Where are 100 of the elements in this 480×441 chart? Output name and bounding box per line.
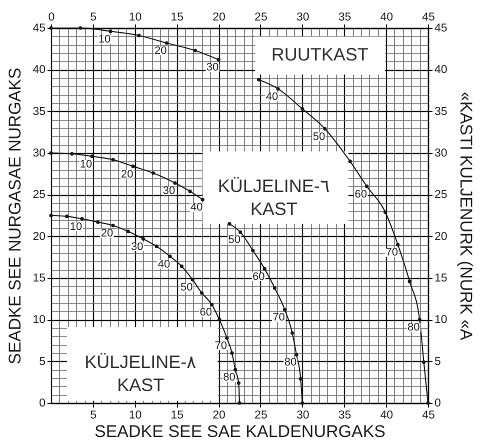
annotation: 40 [190, 202, 203, 214]
point [396, 242, 400, 246]
annotation: 60 [354, 188, 367, 200]
annotation: 60 [200, 306, 212, 319]
point [323, 127, 327, 131]
y-tick-label: 25 [32, 189, 46, 202]
annotation: 10 [70, 220, 82, 233]
point [70, 152, 74, 156]
point [190, 278, 194, 282]
point [188, 190, 192, 194]
point [236, 381, 240, 385]
annotation: 50 [312, 130, 326, 143]
point [422, 360, 426, 364]
y-tick-label: 15 [32, 272, 46, 284]
annotation: 80 [284, 356, 297, 369]
y-tick-label: 30 [32, 148, 46, 160]
point [96, 220, 100, 224]
y2-tick-label: 15 [434, 272, 448, 284]
annotation: 80 [223, 372, 236, 384]
point [408, 280, 412, 284]
y-tick-label: 5 [39, 356, 46, 368]
x-tick-label: 35 [338, 410, 352, 422]
x2-tick-label: 25 [254, 12, 268, 24]
point [216, 58, 220, 62]
y2-tick-label: 30 [434, 148, 448, 160]
series-label: RUUTKAST [271, 44, 368, 64]
point [78, 26, 82, 30]
y-tick-label: 0 [39, 398, 46, 410]
x2-tick-label: 35 [338, 12, 352, 24]
annotation: 70 [386, 246, 398, 259]
point [154, 244, 158, 248]
point [294, 352, 298, 356]
y2-axis-title: «KASTI KULJENURK (NURK «A [456, 92, 476, 341]
point [256, 78, 261, 82]
y2-tick-label: 10 [434, 314, 448, 326]
point [234, 368, 238, 372]
x-tick-label: 25 [254, 410, 268, 422]
x-tick-label: 20 [212, 410, 226, 422]
point [300, 401, 304, 405]
x-tick-label: 5 [90, 410, 97, 422]
x-axis-title: SEADKE SEE SAE KALDENURGAKS [94, 422, 386, 441]
x2-tick-label: 30 [296, 12, 310, 24]
y-tick-label: 40 [32, 64, 46, 76]
point [126, 230, 130, 234]
annotation: 30 [206, 62, 219, 74]
point [230, 351, 234, 355]
point [180, 264, 184, 268]
point [80, 217, 84, 221]
x-tick-label: 15 [170, 410, 184, 422]
annotation: 80 [407, 322, 420, 334]
y-axis-title: SEADKE SEE NURGASAE NURGAKS [6, 68, 25, 364]
y2-tick-label: 45 [434, 22, 448, 34]
point [141, 237, 145, 241]
point [228, 222, 232, 226]
y-tick-label: 35 [32, 106, 46, 118]
point [49, 214, 53, 218]
point [238, 230, 242, 234]
point [111, 158, 115, 162]
point [298, 377, 302, 381]
point [251, 248, 255, 252]
annotation: 10 [98, 33, 111, 46]
y2-tick-label: 35 [434, 106, 448, 118]
annotation: 40 [158, 258, 170, 270]
point [65, 214, 69, 218]
x-tick-label: 10 [128, 410, 142, 422]
point [200, 291, 204, 295]
x2-tick-label: 40 [380, 12, 394, 24]
point [200, 198, 204, 202]
y-tick-label: 20 [32, 230, 46, 243]
point [218, 318, 222, 322]
point [225, 336, 229, 340]
point [300, 107, 304, 111]
x2-tick-label: 0 [48, 12, 55, 24]
y2-tick-label: 5 [434, 356, 441, 368]
point [111, 224, 115, 228]
y2-tick-label: 25 [434, 189, 448, 202]
point [210, 302, 214, 306]
x2-tick-label: 5 [90, 12, 97, 24]
y2-tick-label: 20 [434, 230, 448, 243]
x2-tick-label: 45 [422, 12, 435, 24]
x-tick-label: 45 [422, 410, 435, 422]
point [173, 181, 177, 185]
point [365, 184, 369, 188]
point [426, 401, 430, 405]
point [383, 210, 388, 214]
point [238, 401, 242, 405]
annotation: 70 [214, 340, 228, 352]
x2-tick-label: 15 [170, 12, 184, 24]
y2-tick-label: 40 [434, 64, 448, 76]
point [276, 87, 280, 91]
point [108, 30, 112, 34]
point [282, 308, 287, 312]
y2-tick-label: 0 [434, 398, 441, 410]
annotation: 50 [228, 234, 240, 246]
point [272, 286, 276, 290]
point [90, 154, 94, 158]
annotation: 30 [131, 240, 144, 253]
annotation: 20 [120, 168, 134, 180]
point [290, 331, 294, 335]
annotation: 10 [80, 158, 92, 170]
